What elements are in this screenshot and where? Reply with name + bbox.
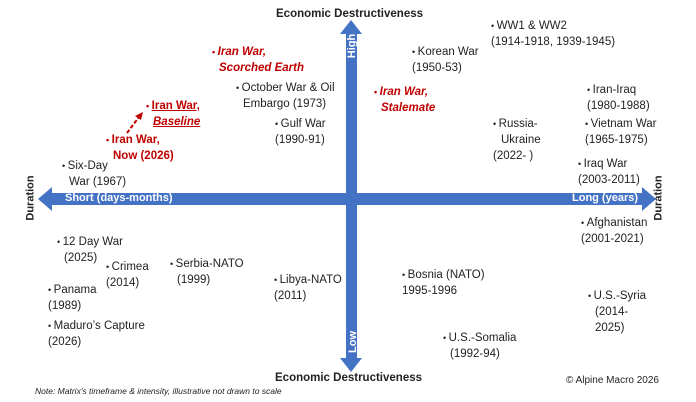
item-serbia-nato: Serbia-NATO(1999): [170, 256, 244, 288]
item-gulf-war: Gulf War(1990-91): [275, 116, 326, 148]
item-iran-stalemate: Iran War,Stalemate: [374, 84, 436, 116]
item-russia-ukraine: Russia-Ukraine(2022- ): [493, 116, 541, 164]
destructiveness-axis: [346, 30, 357, 360]
low-label: Low: [347, 331, 359, 353]
y-axis-title-bottom: Economic Destructiveness: [275, 372, 423, 384]
dashed-arrow-head: [135, 112, 143, 120]
arrowhead-left: [38, 187, 52, 211]
item-panama: Panama(1989): [48, 282, 97, 314]
item-korean-war: Korean War(1950-53): [412, 44, 479, 76]
item-iran-iraq: Iran-Iraq(1980-1988): [587, 82, 650, 114]
short-label: Short (days-months): [65, 192, 173, 204]
item-iran-scorched-earth: Iran War,Scorched Earth: [212, 44, 304, 76]
copyright: © Alpine Macro 2026: [566, 375, 659, 386]
item-libya-nato: Libya-NATO(2011): [274, 272, 342, 304]
item-12-day-war: 12 Day War(2025): [57, 234, 123, 266]
arrowhead-right: [642, 187, 656, 211]
duration-label-right: Duration: [652, 175, 665, 221]
item-ww1-ww2: WW1 & WW2(1914-1918, 1939-1945): [491, 18, 615, 50]
item-iraq-war: Iraq War(2003-2011): [578, 156, 640, 188]
arrowhead-down: [340, 358, 362, 372]
item-us-syria: U.S.-Syria(2014-2025): [588, 288, 646, 336]
item-bosnia: Bosnia (NATO)1995-1996: [402, 267, 485, 299]
item-iran-now: Iran War,Now (2026): [106, 132, 174, 164]
high-label: High: [346, 33, 359, 59]
y-axis-title-top: Economic Destructiveness: [276, 8, 424, 20]
item-us-somalia: U.S.-Somalia(1992-94): [443, 330, 517, 362]
item-vietnam-war: Vietnam War(1965-1975): [585, 116, 656, 148]
dashed-arrow-line: [126, 116, 140, 134]
item-iran-baseline: Iran War,Baseline: [146, 98, 201, 130]
item-maduro-capture: Maduro’s Capture(2026): [48, 318, 145, 350]
item-afghanistan: Afghanistan(2001-2021): [581, 215, 647, 247]
footnote: Note: Matrix's timeframe & intensity, il…: [35, 386, 282, 396]
duration-label-left: Duration: [24, 175, 37, 221]
long-label: Long (years): [572, 192, 639, 204]
item-crimea: Crimea(2014): [106, 259, 149, 291]
